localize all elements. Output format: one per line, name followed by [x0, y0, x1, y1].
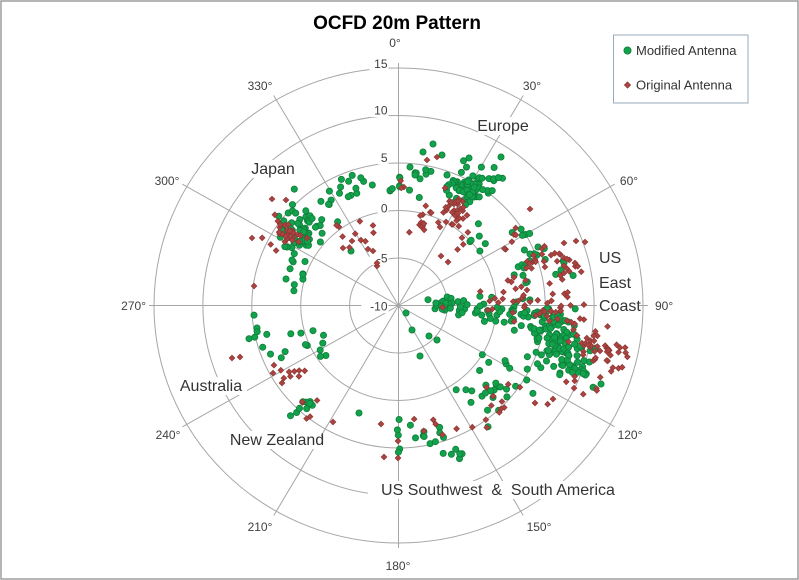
svg-text:240°: 240°: [156, 428, 181, 442]
svg-text:330°: 330°: [248, 79, 273, 93]
svg-text:15: 15: [374, 57, 388, 71]
svg-text:270°: 270°: [121, 299, 146, 313]
svg-text:-5: -5: [377, 251, 388, 265]
svg-text:120°: 120°: [618, 428, 643, 442]
svg-text:Original Antenna: Original Antenna: [636, 78, 733, 93]
svg-text:East: East: [599, 275, 632, 292]
svg-text:Coast: Coast: [599, 298, 641, 315]
svg-text:US: US: [599, 250, 621, 267]
svg-text:Modified Antenna: Modified Antenna: [636, 43, 737, 58]
svg-text:150°: 150°: [527, 520, 552, 534]
svg-text:Australia: Australia: [180, 378, 242, 395]
svg-text:US Southwest & South America: US Southwest & South America: [381, 482, 615, 499]
svg-text:180°: 180°: [386, 559, 411, 573]
svg-text:0°: 0°: [389, 36, 401, 50]
svg-text:90°: 90°: [655, 299, 673, 313]
svg-text:300°: 300°: [155, 174, 180, 188]
svg-text:OCFD 20m Pattern: OCFD 20m Pattern: [313, 13, 481, 34]
svg-text:30°: 30°: [523, 79, 541, 93]
svg-text:-10: -10: [370, 300, 388, 314]
svg-text:10: 10: [374, 104, 388, 118]
svg-text:210°: 210°: [248, 520, 273, 534]
svg-text:Japan: Japan: [251, 161, 295, 178]
svg-text:0: 0: [381, 201, 388, 215]
svg-text:5: 5: [381, 151, 388, 165]
svg-text:Europe: Europe: [477, 118, 529, 135]
svg-text:60°: 60°: [620, 174, 638, 188]
svg-text:New Zealand: New Zealand: [230, 432, 324, 449]
